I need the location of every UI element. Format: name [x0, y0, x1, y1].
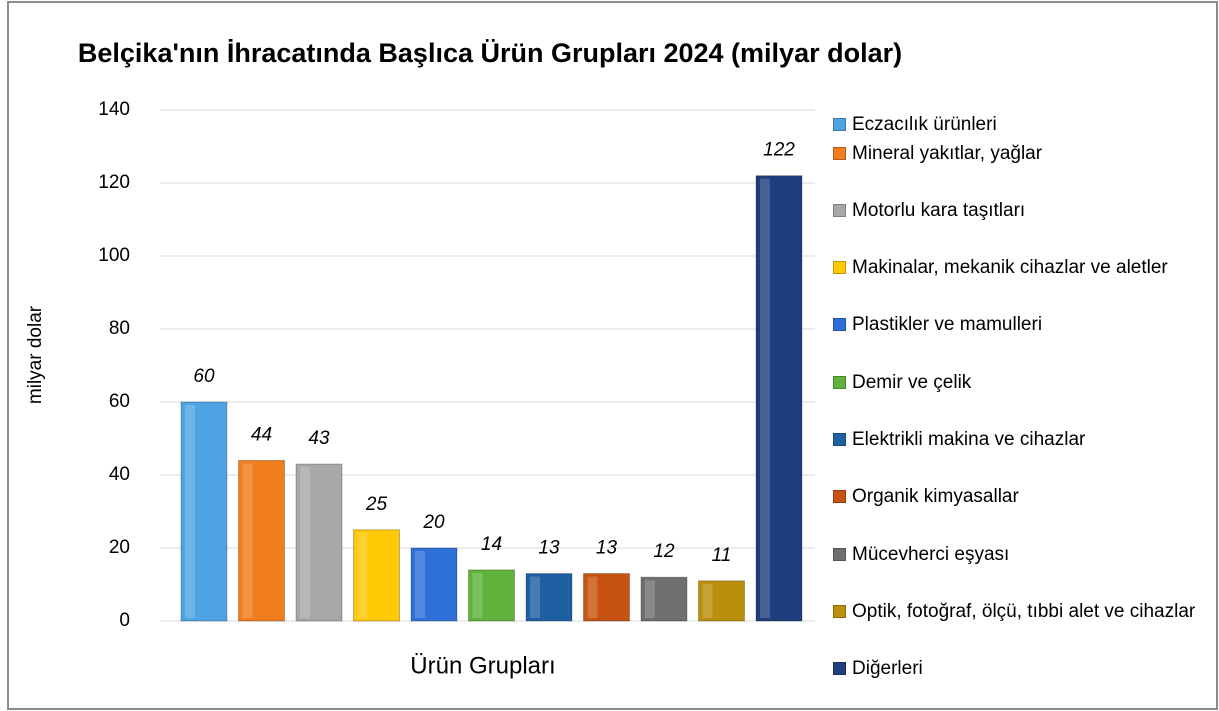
bar-shine [415, 551, 425, 618]
legend-entry: Mücevherci eşyası [833, 540, 1203, 569]
chart-border [7, 1, 1218, 710]
legend-entry: Demir ve çelik [833, 368, 1203, 397]
legend-swatch [833, 318, 846, 332]
bar-shine [530, 576, 540, 618]
bar [525, 573, 573, 622]
data-label: 25 [365, 494, 388, 515]
bar-shine [587, 576, 598, 618]
data-label: 60 [193, 366, 215, 387]
legend-entry: Optik, fotoğraf, ölçü, tıbbi alet ve cih… [833, 597, 1203, 626]
legend-label: Optik, fotoğraf, ölçü, tıbbi alet ve cih… [852, 600, 1196, 622]
legend-swatch [833, 433, 846, 446]
y-tick-label: 0 [119, 610, 130, 631]
legend-entry: Mineral yakıtlar, yağlar [833, 139, 1203, 168]
bar [698, 580, 745, 622]
bar-shine [300, 467, 310, 618]
legend-label: Mineral yakıtlar, yağlar [852, 142, 1043, 164]
legend-entry: Motorlu kara taşıtları [833, 196, 1203, 225]
bar [180, 401, 228, 622]
bar-shine [645, 580, 655, 618]
legend-swatch [833, 146, 846, 160]
data-label: 14 [481, 534, 502, 555]
y-tick-label: 140 [98, 99, 130, 120]
legend-entry: Organik kimyasallar [833, 482, 1203, 511]
data-label: 13 [538, 538, 560, 559]
legend-entry: Elektrikli makina ve cihazlar [833, 425, 1203, 454]
data-label: 43 [308, 428, 330, 449]
y-tick-label: 60 [109, 391, 130, 412]
y-tick-label: 80 [109, 318, 130, 339]
chart-title: Belçika'nın İhracatında Başlıca Ürün Gru… [78, 38, 902, 68]
data-label: 12 [653, 541, 675, 562]
legend-swatch [833, 604, 846, 618]
legend-label: Demir ve çelik [852, 371, 972, 393]
legend-swatch [833, 375, 846, 389]
legend-label: Elektrikli makina ve cihazlar [852, 429, 1086, 450]
bar-shine [357, 532, 368, 618]
bar-shine [702, 583, 713, 618]
legend-entry: Eczacılık ürünleri [833, 110, 1203, 139]
bar-shine [760, 178, 770, 618]
legend-label: Plastikler ve mamulleri [852, 314, 1043, 336]
legend-label: Motorlu kara taşıtları [852, 199, 1026, 221]
legend-entry: Diğerleri [833, 654, 1203, 683]
data-label: 13 [596, 538, 618, 559]
x-tick-label: Ürün Grupları [410, 652, 555, 679]
data-label: 122 [763, 140, 795, 161]
legend-label: Eczacılık ürünleri [852, 113, 997, 135]
data-label: 44 [251, 424, 272, 445]
legend-label: Makinalar, mekanik cihazlar ve aletler [852, 257, 1168, 279]
bar [755, 175, 803, 622]
legend-swatch [833, 662, 846, 676]
bar [353, 529, 400, 622]
bar [410, 547, 458, 622]
bar [238, 459, 285, 622]
bar [583, 573, 630, 622]
y-axis-label: milyar dolar [25, 305, 46, 404]
legend-swatch [833, 117, 846, 131]
bar [295, 463, 343, 622]
y-tick-label: 100 [98, 245, 130, 266]
legend-swatch [833, 261, 846, 275]
bar [468, 569, 515, 622]
bar-shine [472, 572, 483, 618]
legend-swatch [833, 490, 846, 504]
legend-entry: Makinalar, mekanik cihazlar ve aletler [833, 253, 1203, 282]
legend-entry: Plastikler ve mamulleri [833, 310, 1203, 339]
y-tick-label: 120 [98, 172, 130, 193]
legend-swatch [833, 203, 846, 217]
bar [640, 576, 688, 622]
legend-label: Organik kimyasallar [852, 486, 1019, 508]
y-tick-label: 40 [109, 464, 130, 485]
bar-shine [185, 405, 195, 618]
legend-label: Diğerleri [852, 658, 923, 680]
bar-shine [242, 463, 253, 618]
legend-label: Mücevherci eşyası [852, 543, 1010, 565]
data-label: 11 [712, 545, 732, 566]
legend-swatch [833, 547, 846, 561]
y-tick-label: 20 [109, 537, 130, 558]
data-label: 20 [422, 512, 445, 533]
